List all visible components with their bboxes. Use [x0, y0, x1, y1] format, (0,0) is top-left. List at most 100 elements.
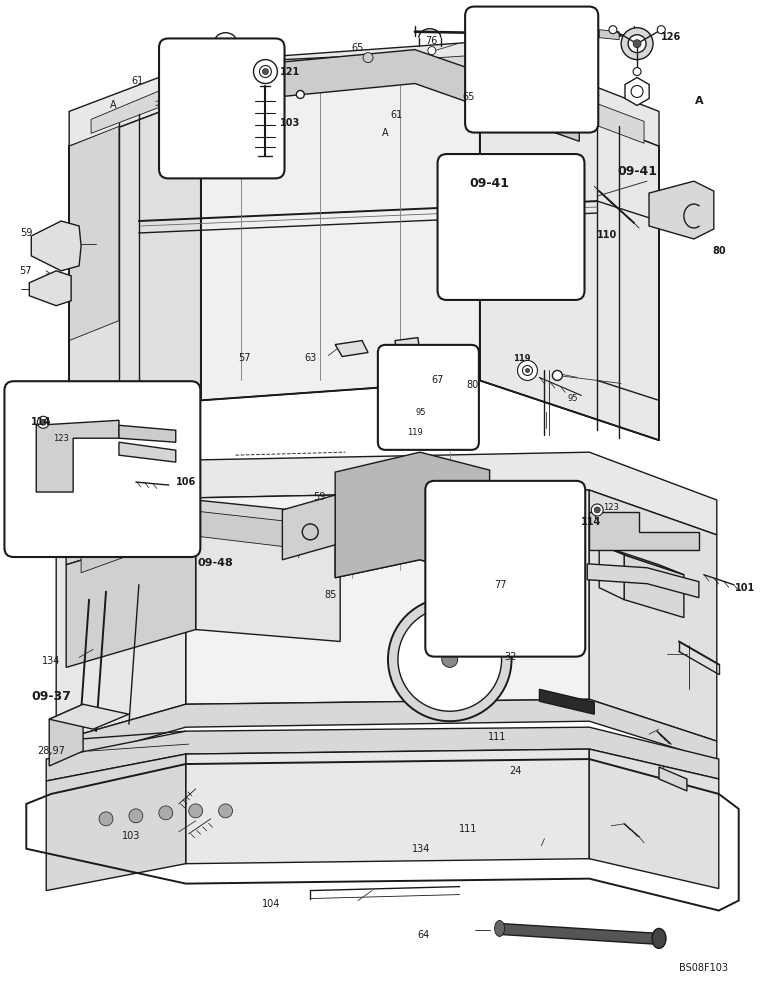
Text: 09-41: 09-41 [617, 165, 657, 178]
Text: 61: 61 [131, 76, 144, 86]
Text: 95: 95 [568, 394, 578, 403]
Circle shape [633, 40, 641, 48]
Polygon shape [659, 767, 687, 791]
Circle shape [159, 806, 173, 820]
Text: 09-41: 09-41 [469, 177, 510, 190]
Polygon shape [625, 78, 649, 105]
Polygon shape [490, 535, 509, 560]
Circle shape [621, 28, 653, 60]
Text: 103: 103 [122, 831, 141, 841]
Polygon shape [119, 425, 176, 442]
Polygon shape [589, 749, 719, 889]
Polygon shape [599, 545, 624, 600]
Text: 101: 101 [735, 583, 755, 593]
Text: 134: 134 [412, 844, 430, 854]
Text: 57: 57 [20, 266, 32, 276]
Circle shape [388, 598, 511, 721]
Polygon shape [93, 482, 156, 513]
Text: BS08F103: BS08F103 [679, 963, 728, 973]
Text: 64: 64 [417, 930, 429, 940]
Circle shape [628, 35, 646, 53]
Text: A: A [694, 96, 703, 106]
Text: 59: 59 [20, 228, 32, 238]
Text: 126: 126 [661, 32, 681, 42]
Polygon shape [49, 704, 83, 766]
Circle shape [253, 60, 277, 84]
Circle shape [398, 608, 502, 711]
Polygon shape [589, 490, 717, 741]
Ellipse shape [495, 920, 505, 936]
Circle shape [129, 809, 143, 823]
Text: 76: 76 [425, 36, 438, 46]
Circle shape [99, 812, 113, 826]
Circle shape [594, 507, 601, 513]
Text: 67: 67 [432, 375, 444, 385]
Text: 104: 104 [262, 899, 280, 909]
Polygon shape [649, 181, 713, 239]
Polygon shape [46, 754, 186, 891]
Circle shape [518, 361, 538, 380]
Polygon shape [624, 555, 684, 618]
Text: 24: 24 [509, 766, 521, 776]
Polygon shape [69, 126, 119, 341]
Circle shape [219, 804, 233, 818]
Text: 95: 95 [415, 408, 426, 417]
Polygon shape [335, 452, 490, 580]
Polygon shape [56, 498, 186, 741]
Polygon shape [588, 564, 699, 598]
Polygon shape [335, 341, 368, 357]
Text: A: A [110, 100, 117, 110]
FancyBboxPatch shape [425, 481, 585, 657]
Text: 106: 106 [176, 477, 196, 487]
FancyBboxPatch shape [465, 7, 598, 133]
Circle shape [631, 86, 643, 97]
Text: 77: 77 [494, 580, 507, 590]
Polygon shape [66, 500, 340, 565]
Polygon shape [589, 512, 699, 550]
Polygon shape [119, 442, 176, 462]
Text: 114: 114 [581, 517, 601, 527]
FancyBboxPatch shape [378, 345, 479, 450]
Circle shape [609, 26, 617, 34]
Circle shape [485, 88, 495, 98]
Polygon shape [599, 545, 684, 575]
Polygon shape [480, 77, 659, 440]
Circle shape [263, 69, 269, 75]
Text: 123: 123 [603, 503, 619, 512]
Polygon shape [395, 338, 420, 356]
Polygon shape [29, 271, 71, 306]
Text: 121: 121 [280, 67, 300, 77]
Circle shape [657, 26, 665, 34]
Text: 09-37: 09-37 [31, 690, 71, 703]
Text: 65: 65 [351, 43, 363, 53]
Polygon shape [91, 56, 644, 143]
Polygon shape [56, 699, 717, 764]
Text: 119: 119 [407, 428, 422, 437]
Polygon shape [69, 42, 659, 146]
Text: 65: 65 [462, 92, 475, 102]
Text: 114: 114 [31, 417, 51, 427]
Text: 63: 63 [304, 353, 316, 363]
Text: 123: 123 [53, 434, 69, 443]
Polygon shape [200, 77, 480, 400]
Polygon shape [186, 490, 589, 704]
Text: 09-48: 09-48 [198, 558, 233, 568]
Circle shape [633, 68, 641, 76]
Polygon shape [36, 420, 119, 492]
Text: 57: 57 [239, 353, 251, 363]
Text: 80: 80 [713, 246, 727, 256]
Text: 110: 110 [598, 230, 617, 240]
Polygon shape [499, 923, 659, 944]
Polygon shape [31, 221, 81, 271]
Polygon shape [66, 525, 196, 667]
Text: 85: 85 [324, 590, 336, 600]
Polygon shape [186, 749, 589, 864]
Polygon shape [196, 525, 340, 641]
Circle shape [525, 368, 529, 372]
Circle shape [38, 416, 49, 428]
Circle shape [260, 66, 271, 78]
Polygon shape [69, 96, 200, 440]
FancyBboxPatch shape [438, 154, 584, 300]
FancyBboxPatch shape [159, 38, 284, 178]
Polygon shape [89, 495, 143, 523]
